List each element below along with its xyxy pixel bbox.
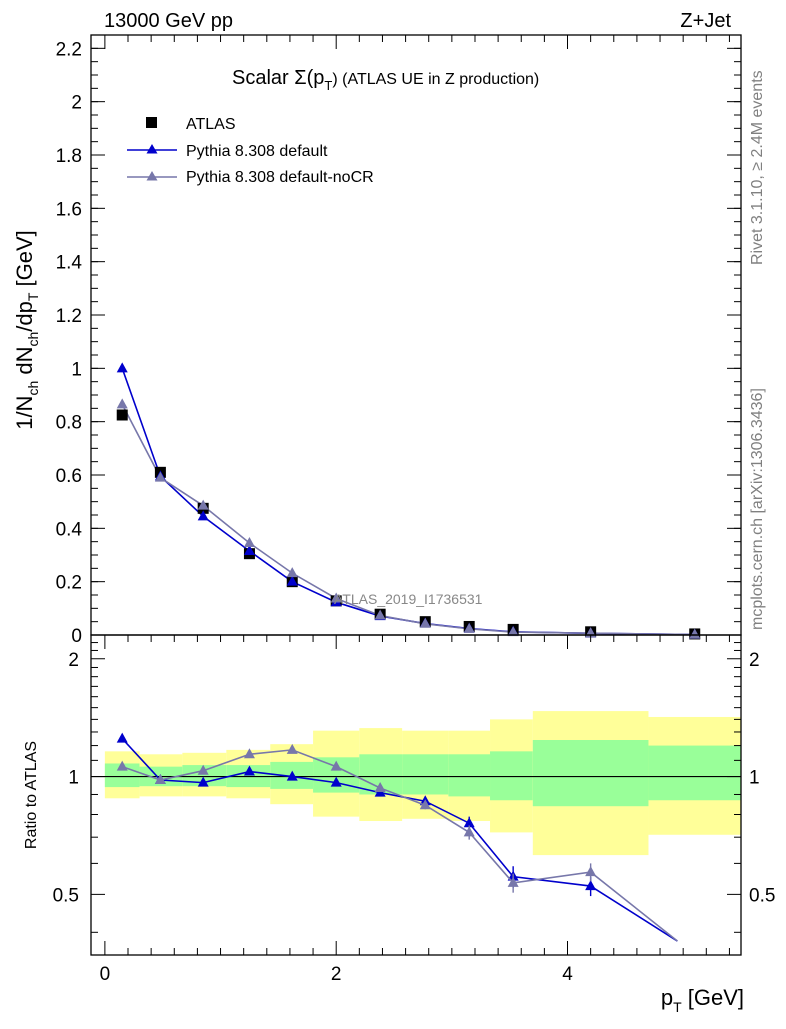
top-y-tick-label: 1.8 [56, 146, 82, 167]
pythia-nocr-ratio-point [463, 826, 475, 837]
stat-uncertainty-band [490, 751, 533, 801]
pythia-default-point [116, 362, 128, 373]
ratio-y-axis-label: Ratio to ATLAS [23, 741, 40, 849]
top-y-tick-label: 1.4 [56, 253, 83, 274]
pythia-nocr-point [330, 592, 342, 603]
pythia-default-ratio-point [330, 776, 342, 787]
bottom-panel-series [116, 732, 678, 942]
top-y-tick-label: 0 [71, 626, 82, 647]
ratio-y-tick-label-right: 2 [749, 650, 760, 671]
legend-pythia-nocr-label: Pythia 8.308 default-noCR [186, 169, 374, 186]
pythia-nocr-ratio-point [374, 781, 386, 792]
plot-title: Scalar Σ(pT) (ATLAS UE in Z production) [232, 67, 539, 93]
legend-pythia-nocr-marker [146, 171, 158, 181]
top-y-tick-label: 0.6 [56, 466, 82, 487]
pythia-default-ratio-point [286, 770, 298, 781]
pythia-nocr-point [243, 537, 255, 547]
atlas-point [116, 409, 128, 421]
top-y-tick-label: 0.2 [56, 573, 82, 594]
top-y-axis-label: 1/Nch dNch/dpT [GeV] [12, 230, 41, 430]
header-energy-label: 13000 GeV pp [104, 10, 233, 32]
pythia-nocr-ratio-point [419, 799, 431, 810]
x-axis-label-tail: [GeV] [682, 985, 744, 1010]
ratio-uncertainty-bands [104, 711, 741, 856]
pythia-nocr-point [463, 622, 475, 633]
pythia-nocr-point [197, 499, 209, 510]
legend-atlas-marker [146, 117, 157, 128]
top-y-tick-label: 1.2 [56, 306, 82, 327]
pythia-default-ratio-line [121, 738, 678, 942]
top-panel-series [116, 362, 701, 640]
pythia-nocr-point [419, 617, 431, 628]
rivet-side-label: Rivet 3.1.10, ≥ 2.4M events [749, 70, 766, 265]
pythia-nocr-point [154, 471, 166, 482]
stat-uncertainty-band [648, 745, 741, 801]
header-process-label: Z+Jet [680, 10, 731, 32]
pythia-nocr-point [507, 626, 519, 637]
stat-uncertainty-band [448, 754, 491, 797]
pythia-default-ratio-point [197, 776, 209, 787]
top-panel-ticks: 0 0.2 0.4 0.6 0.8 1 1.2 1.4 1.6 1.8 2 2.2 [56, 34, 741, 647]
pythia-nocr-point [116, 398, 128, 409]
x-tick-label: 0 [100, 964, 111, 985]
pythia-nocr-point [286, 567, 298, 578]
pythia-nocr-ratio-point [154, 773, 166, 784]
legend-entry-pythia-nocr: Pythia 8.308 default-noCR [127, 169, 374, 186]
plot-title-sub: T [324, 78, 332, 93]
pythia-default-point [243, 545, 255, 555]
plot-title-main: Scalar Σ(p [232, 67, 324, 89]
pythia-nocr-ratio-point [286, 743, 298, 754]
top-y-tick-label: 0.4 [56, 519, 83, 540]
pythia-nocr-ratio-point [507, 876, 519, 887]
stat-uncertainty-band [532, 740, 649, 807]
x-axis-label-sub: T [673, 999, 682, 1015]
pythia-default-ratio-point [243, 765, 255, 776]
legend-pythia-default-marker [146, 144, 158, 154]
pythia-default-ratio-point [463, 817, 475, 828]
legend-entry-pythia-default: Pythia 8.308 default [127, 143, 328, 160]
pythia-nocr-ratio-line [121, 749, 678, 942]
ratio-y-tick-label-right: 0.5 [749, 885, 775, 906]
ratio-y-tick-label: 1 [68, 768, 79, 789]
top-y-tick-label: 2.2 [56, 39, 82, 60]
bottom-panel-frame [90, 634, 742, 956]
pythia-default-point [197, 510, 209, 521]
top-y-tick-label: 2 [71, 93, 82, 114]
pythia-nocr-ratio-point [197, 764, 209, 775]
top-y-tick-label: 1.6 [56, 199, 82, 220]
analysis-watermark: ATLAS_2019_I1736531 [334, 591, 483, 607]
pythia-nocr-ratio-point [330, 760, 342, 771]
pythia-default-ratio-point [585, 880, 597, 891]
legend-entry-atlas: ATLAS [146, 116, 236, 133]
pythia-nocr-point [374, 609, 386, 620]
x-axis-label: pT [GeV] [661, 985, 744, 1015]
top-y-tick-label: 0.8 [56, 413, 82, 434]
pythia-nocr-line [121, 403, 695, 636]
pythia-nocr-point [689, 628, 701, 639]
ratio-y-tick-label-right: 1 [749, 768, 760, 789]
x-tick-label: 4 [562, 964, 573, 985]
bottom-panel-ticks: 0 2 4 0.5 0.5 1 1 2 2 [53, 635, 775, 985]
pythia-nocr-ratio-point [116, 760, 128, 771]
legend: ATLAS Pythia 8.308 default Pythia 8.308 … [127, 116, 374, 186]
mcplots-side-label: mcplots.cern.ch [arXiv:1306.3436] [749, 388, 766, 630]
ratio-y-tick-label: 0.5 [53, 885, 79, 906]
x-tick-label: 2 [331, 964, 342, 985]
pythia-nocr-ratio-group [116, 743, 678, 942]
stat-uncertainty-band [402, 754, 449, 795]
pythia-nocr-ratio-point [243, 748, 255, 759]
pythia-nocr-ratio-point [585, 866, 597, 877]
pythia-default-point [286, 575, 298, 586]
pythia-default-ratio-point [116, 732, 128, 743]
ratio-y-tick-label: 2 [68, 650, 79, 671]
stat-uncertainty-band [182, 765, 227, 787]
x-axis-label-main: p [661, 985, 673, 1010]
top-y-tick-label: 1 [71, 359, 82, 380]
plot-title-tail: ) (ATLAS UE in Z production) [332, 71, 539, 88]
legend-pythia-default-label: Pythia 8.308 default [186, 143, 328, 160]
legend-atlas-label: ATLAS [186, 116, 236, 133]
